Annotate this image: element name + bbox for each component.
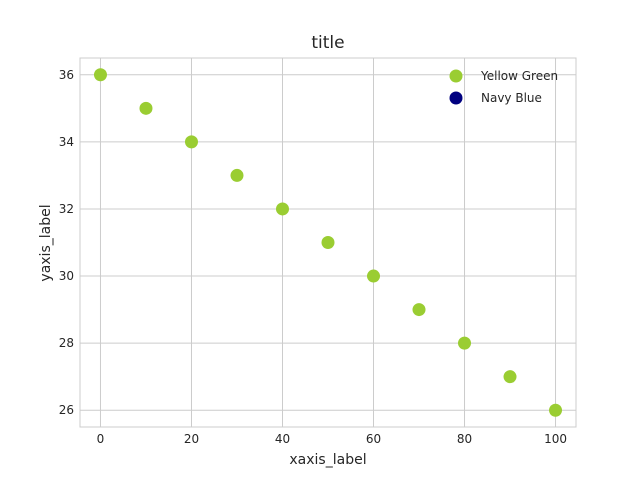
- legend-label-navy-blue: Navy Blue: [481, 91, 542, 105]
- x-tick-label: 80: [457, 432, 472, 446]
- chart-title: title: [311, 33, 344, 53]
- x-tick-label: 100: [544, 432, 567, 446]
- y-tick-label: 26: [59, 403, 74, 417]
- data-points: [93, 68, 563, 417]
- data-point: [139, 101, 153, 115]
- data-point: [184, 135, 198, 149]
- data-point: [503, 370, 517, 384]
- y-tick-label: 32: [59, 202, 74, 216]
- y-tick-label: 34: [59, 135, 74, 149]
- data-point: [367, 269, 381, 283]
- x-tick-label: 20: [184, 432, 199, 446]
- x-axis-label: xaxis_label: [289, 452, 366, 468]
- grid: [80, 58, 576, 427]
- data-point: [412, 303, 426, 317]
- x-tick-label: 60: [366, 432, 381, 446]
- legend-label-yellow-green: Yellow Green: [480, 69, 558, 83]
- legend-marker-navy-blue: [449, 91, 463, 105]
- data-point: [275, 202, 289, 216]
- data-point: [458, 336, 472, 350]
- legend: Yellow Green Navy Blue: [449, 69, 558, 105]
- data-point: [230, 168, 244, 182]
- x-tick-label: 0: [97, 432, 105, 446]
- x-tick-labels: 0 20 40 60 80 100: [97, 432, 567, 446]
- y-tick-label: 28: [59, 336, 74, 350]
- y-tick-label: 36: [59, 68, 74, 82]
- legend-marker-yellow-green: [449, 69, 463, 83]
- y-tick-labels: 26 28 30 32 34 36: [59, 68, 74, 417]
- data-point: [93, 68, 107, 82]
- data-point: [549, 403, 563, 417]
- y-axis-label: yaxis_label: [38, 204, 54, 281]
- x-tick-label: 40: [275, 432, 290, 446]
- data-point: [321, 236, 335, 249]
- plot-frame: [79, 57, 577, 428]
- y-tick-label: 30: [59, 269, 74, 283]
